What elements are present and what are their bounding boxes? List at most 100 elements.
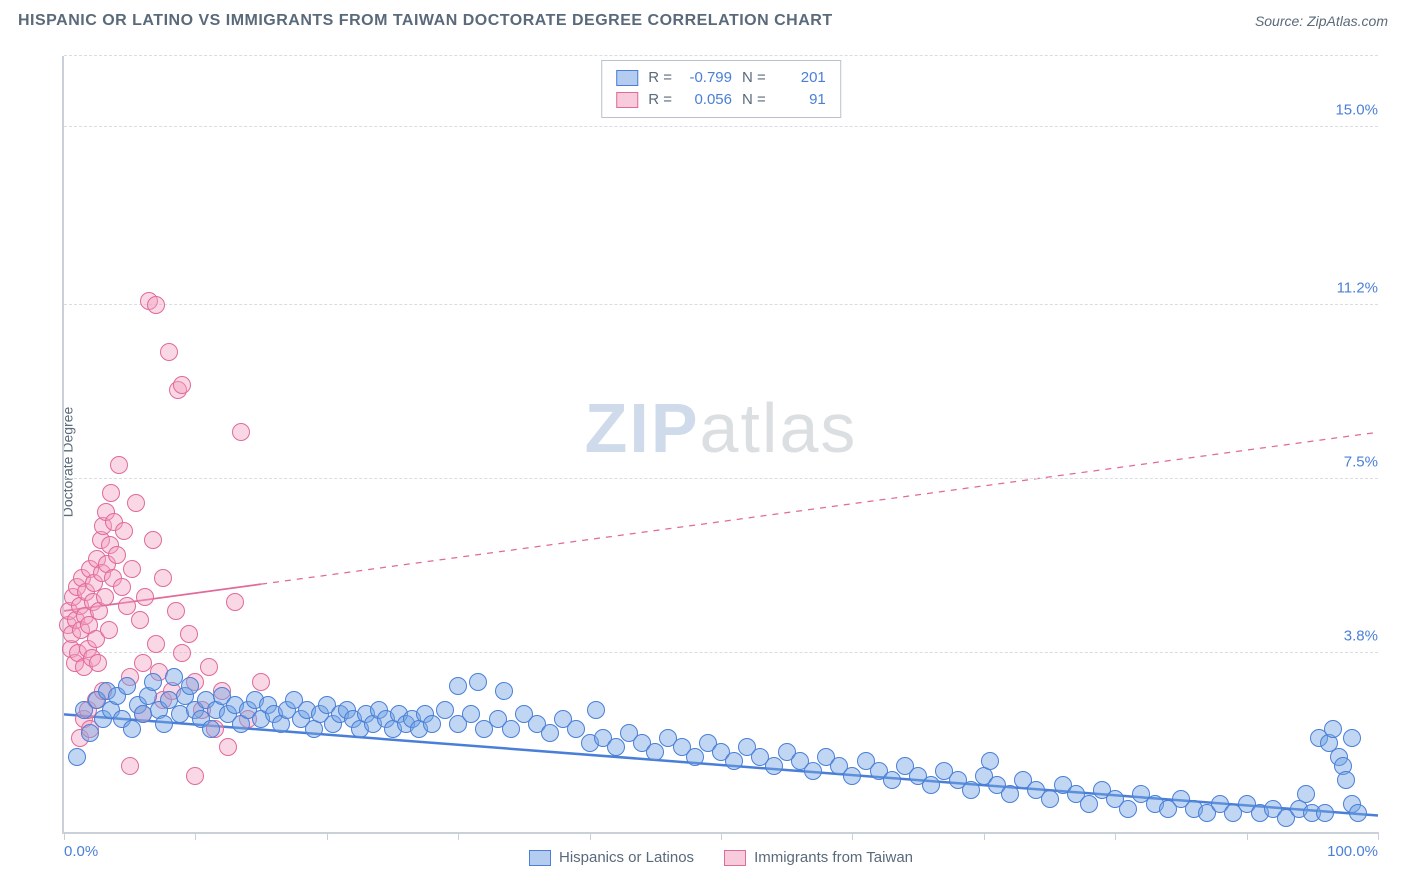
data-point-blue [843, 767, 861, 785]
data-point-blue [962, 781, 980, 799]
data-point-blue [725, 752, 743, 770]
data-point-blue [981, 752, 999, 770]
y-tick-label: 7.5% [1340, 454, 1382, 471]
series-legend: Hispanics or Latinos Immigrants from Tai… [64, 849, 1378, 866]
correlation-legend: R = -0.799 N = 201 R = 0.056 N = 91 [601, 60, 841, 118]
data-point-pink [123, 560, 141, 578]
data-point-blue [1316, 804, 1334, 822]
data-point-pink [127, 494, 145, 512]
x-tick [1247, 832, 1248, 840]
data-point-pink [147, 296, 165, 314]
data-point-blue [1041, 790, 1059, 808]
legend-row-blue: R = -0.799 N = 201 [616, 67, 826, 89]
data-point-pink [136, 588, 154, 606]
legend-label-pink: Immigrants from Taiwan [754, 849, 913, 866]
chart-area: Doctorate Degree ZIPatlas R = -0.799 N =… [18, 50, 1388, 874]
x-tick [852, 832, 853, 840]
data-point-pink [113, 578, 131, 596]
data-point-pink [147, 635, 165, 653]
legend-row-pink: R = 0.056 N = 91 [616, 89, 826, 111]
x-tick [721, 832, 722, 840]
data-point-blue [1080, 795, 1098, 813]
data-point-blue [1349, 804, 1367, 822]
gridline [64, 304, 1378, 305]
data-point-pink [173, 644, 191, 662]
gridline [64, 126, 1378, 127]
legend-item-pink: Immigrants from Taiwan [724, 849, 913, 866]
data-point-pink [121, 757, 139, 775]
data-point-blue [765, 757, 783, 775]
x-tick [984, 832, 985, 840]
plot-region: ZIPatlas R = -0.799 N = 201 R = 0.056 N … [62, 56, 1378, 834]
data-point-pink [108, 546, 126, 564]
data-point-pink [219, 738, 237, 756]
watermark: ZIPatlas [585, 388, 858, 468]
data-point-blue [68, 748, 86, 766]
y-tick-label: 15.0% [1331, 101, 1382, 118]
data-point-blue [883, 771, 901, 789]
n-label: N = [742, 89, 766, 111]
x-tick [327, 832, 328, 840]
x-tick [64, 832, 65, 840]
n-label: N = [742, 67, 766, 89]
data-point-pink [89, 654, 107, 672]
data-point-pink [144, 531, 162, 549]
watermark-light: atlas [700, 389, 858, 467]
data-point-blue [144, 673, 162, 691]
x-tick [1115, 832, 1116, 840]
data-point-blue [423, 715, 441, 733]
legend-item-blue: Hispanics or Latinos [529, 849, 694, 866]
data-point-pink [96, 588, 114, 606]
data-point-blue [81, 724, 99, 742]
gridline [64, 478, 1378, 479]
data-point-blue [1119, 800, 1137, 818]
data-point-blue [1343, 729, 1361, 747]
data-point-pink [131, 611, 149, 629]
data-point-pink [102, 484, 120, 502]
data-point-pink [100, 621, 118, 639]
x-tick-label: 100.0% [1327, 843, 1378, 860]
x-tick [1378, 832, 1379, 840]
data-point-pink [154, 569, 172, 587]
data-point-blue [804, 762, 822, 780]
data-point-blue [155, 715, 173, 733]
data-point-blue [1337, 771, 1355, 789]
chart-title: HISPANIC OR LATINO VS IMMIGRANTS FROM TA… [18, 12, 833, 30]
data-point-blue [181, 677, 199, 695]
data-point-blue [1297, 785, 1315, 803]
r-label: R = [648, 67, 672, 89]
x-tick [458, 832, 459, 840]
data-point-pink [173, 376, 191, 394]
data-point-blue [449, 677, 467, 695]
x-tick [195, 832, 196, 840]
data-point-blue [202, 720, 220, 738]
data-point-blue [502, 720, 520, 738]
y-tick-label: 11.2% [1333, 280, 1382, 297]
data-point-pink [226, 593, 244, 611]
source-credit: Source: ZipAtlas.com [1255, 13, 1388, 29]
n-value-blue: 201 [776, 67, 826, 89]
swatch-pink-icon [616, 92, 638, 108]
swatch-blue-icon [616, 70, 638, 86]
data-point-pink [186, 767, 204, 785]
r-label: R = [648, 89, 672, 111]
gridline [64, 55, 1378, 56]
r-value-blue: -0.799 [682, 67, 732, 89]
swatch-pink-icon [724, 850, 746, 866]
data-point-pink [200, 658, 218, 676]
data-point-blue [607, 738, 625, 756]
data-point-pink [167, 602, 185, 620]
data-point-blue [1324, 720, 1342, 738]
data-point-blue [587, 701, 605, 719]
data-point-pink [232, 423, 250, 441]
gridline [64, 652, 1378, 653]
data-point-blue [469, 673, 487, 691]
legend-label-blue: Hispanics or Latinos [559, 849, 694, 866]
data-point-blue [495, 682, 513, 700]
data-point-blue [922, 776, 940, 794]
data-point-pink [252, 673, 270, 691]
data-point-blue [118, 677, 136, 695]
data-point-pink [110, 456, 128, 474]
swatch-blue-icon [529, 850, 551, 866]
data-point-pink [160, 343, 178, 361]
